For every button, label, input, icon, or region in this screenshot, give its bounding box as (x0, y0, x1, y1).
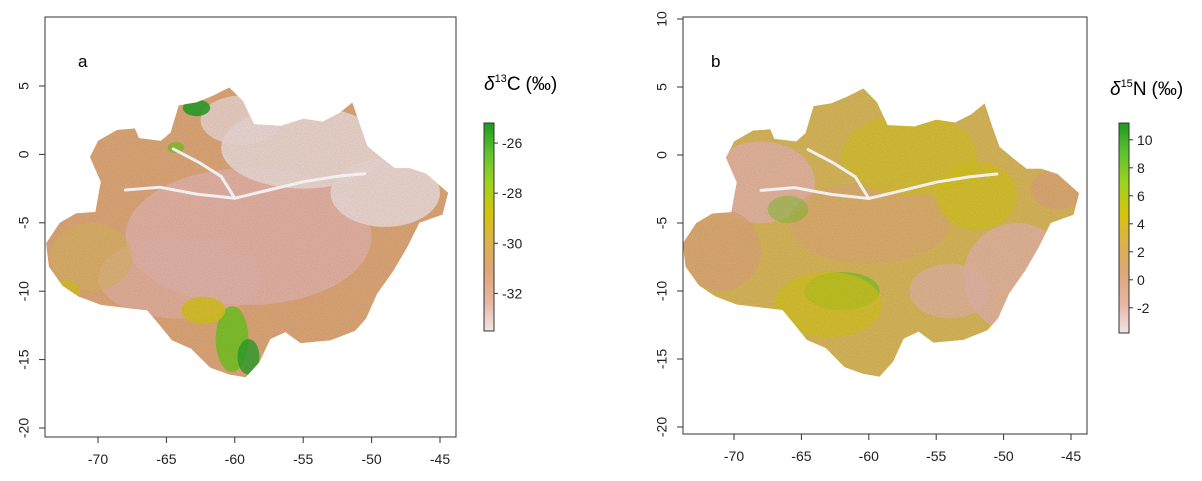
legend-a-element: C (507, 74, 521, 95)
x-tick-label: -45 (430, 451, 450, 467)
panel-b-legend-title: δ15N (‰) (1110, 78, 1183, 100)
panel-b-x-axis: -70 -65 -60 -55 -50 -45 (724, 433, 1081, 464)
y-tick-label: -5 (16, 216, 32, 229)
colorbar-tick-label: 4 (1137, 216, 1145, 232)
y-tick-label: -10 (16, 281, 32, 301)
panel-a-x-axis: -70 -65 -60 -55 -50 -45 (88, 436, 450, 467)
panel-b-colorbar: 10 8 6 4 2 0 -2 (1118, 122, 1153, 334)
y-tick-label: -15 (16, 349, 32, 369)
legend-a-unit: (‰) (526, 74, 558, 95)
map-texture (46, 87, 449, 378)
y-tick-label: -20 (654, 417, 670, 437)
x-tick-label: -65 (791, 448, 811, 464)
panel-a-colorbar: -26 -28 -30 -32 (483, 122, 522, 332)
colorbar-tick-label: 6 (1137, 188, 1145, 204)
x-tick-label: -45 (1061, 448, 1081, 464)
colorbar-tick-label: -28 (502, 185, 522, 201)
y-tick-label: -5 (654, 217, 670, 230)
x-tick-label: -50 (361, 451, 381, 467)
y-tick-label: -10 (654, 281, 670, 301)
y-tick-label: 10 (654, 11, 670, 27)
colorbar-gradient (483, 122, 495, 332)
legend-b-element: N (1133, 79, 1147, 100)
colorbar-tick-label: -30 (502, 235, 522, 251)
colorbar-tick-label: -32 (502, 285, 522, 301)
x-tick-label: -70 (724, 448, 744, 464)
map-texture (682, 88, 1080, 377)
colorbar-tick-label: -2 (1137, 300, 1150, 316)
x-tick-label: -60 (225, 451, 245, 467)
legend-b-symbol: δ (1110, 79, 1121, 100)
map-raster (682, 88, 1080, 377)
colorbar-gradient (1118, 122, 1130, 334)
legend-b-unit: (‰) (1152, 79, 1184, 100)
x-tick-label: -55 (926, 448, 946, 464)
panel-b-map (682, 88, 1080, 377)
colorbar-tick-label: -26 (502, 135, 522, 151)
colorbar-tick-label: 0 (1137, 272, 1145, 288)
panel-b-y-axis: 10 5 0 -5 -10 -15 -20 (654, 11, 684, 437)
x-tick-label: -65 (156, 451, 176, 467)
y-tick-label: 0 (16, 150, 32, 158)
x-tick-label: -60 (859, 448, 879, 464)
y-tick-label: -20 (16, 418, 32, 438)
legend-a-symbol: δ (484, 74, 495, 95)
colorbar-tick-label: 10 (1137, 132, 1153, 148)
x-tick-label: -55 (293, 451, 313, 467)
y-tick-label: -15 (654, 349, 670, 369)
colorbar-tick-label: 2 (1137, 244, 1145, 260)
legend-b-superscript: 15 (1121, 78, 1133, 90)
x-tick-label: -70 (88, 451, 108, 467)
legend-a-superscript: 13 (495, 73, 507, 85)
map-raster (46, 87, 449, 378)
y-tick-label: 5 (16, 82, 32, 90)
panel-b-letter: b (711, 52, 720, 71)
panel-a-map (46, 87, 449, 378)
panel-a-y-axis: 5 0 -5 -10 -15 -20 (16, 82, 46, 438)
x-tick-label: -50 (993, 448, 1013, 464)
y-tick-label: 0 (654, 151, 670, 159)
y-tick-label: 5 (654, 83, 670, 91)
panel-a: a 5 0 -5 -10 -15 -20 -70 -65 -60 -55 -50 -45 δ13C(… (16, 16, 557, 467)
panel-a-legend-title: δ13C (‰) (484, 73, 557, 95)
colorbar-tick-label: 8 (1137, 160, 1145, 176)
panel-a-letter: a (78, 52, 88, 71)
